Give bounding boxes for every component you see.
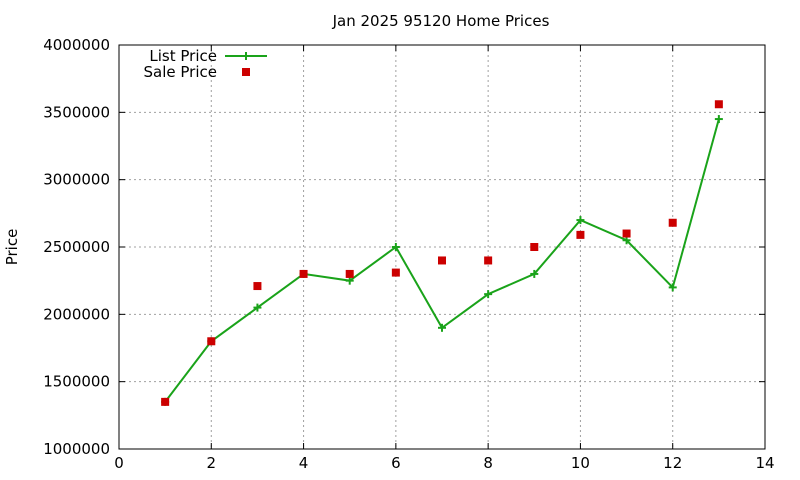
sale-price-point bbox=[668, 218, 677, 227]
y-tick-label: 2500000 bbox=[43, 238, 110, 256]
sale-price-point bbox=[391, 268, 400, 277]
sale-price-point bbox=[714, 100, 723, 109]
list-price-point bbox=[576, 216, 585, 225]
y-tick-label: 2000000 bbox=[43, 305, 110, 323]
list-price-point bbox=[622, 236, 631, 245]
legend-marker bbox=[242, 52, 250, 60]
y-tick-label: 3000000 bbox=[43, 171, 110, 189]
legend-marker bbox=[242, 68, 250, 76]
axis-ticks bbox=[118, 44, 766, 450]
x-tick-label: 8 bbox=[483, 454, 493, 472]
x-tick-label: 12 bbox=[663, 454, 682, 472]
x-tick-label: 4 bbox=[299, 454, 309, 472]
sale-price-point bbox=[530, 243, 539, 251]
list-price-point bbox=[714, 115, 723, 124]
sale-price-point bbox=[207, 337, 216, 346]
y-tick-label: 1500000 bbox=[43, 373, 110, 391]
sale-price-point bbox=[438, 256, 446, 265]
y-tick-label: 3500000 bbox=[43, 103, 110, 121]
legend-label: Sale Price bbox=[144, 63, 217, 81]
x-tick-label: 6 bbox=[391, 454, 401, 472]
list-price-point bbox=[438, 323, 446, 332]
x-axis-tick-labels: 0 2 4 6 8 10 12 14 bbox=[114, 454, 774, 472]
list-price-point bbox=[484, 290, 493, 299]
y-tick-label: 1000000 bbox=[43, 440, 110, 458]
list-price-point bbox=[668, 283, 677, 292]
series-1 bbox=[161, 100, 723, 406]
chart-title: Jan 2025 95120 Home Prices bbox=[332, 12, 550, 30]
x-tick-label: 0 bbox=[114, 454, 124, 472]
sale-price-point bbox=[484, 256, 493, 265]
list-price-point bbox=[530, 269, 539, 278]
y-axis-tick-labels: 1000000 1500000 2000000 2500000 3000000 35000… bbox=[43, 36, 110, 458]
sale-price-point bbox=[622, 229, 631, 238]
list-price-point bbox=[345, 276, 354, 285]
series-layer bbox=[161, 100, 723, 406]
sale-price-point bbox=[253, 282, 262, 291]
x-tick-label: 10 bbox=[571, 454, 590, 472]
x-tick-label: 14 bbox=[755, 454, 774, 472]
grid bbox=[119, 45, 765, 449]
x-tick-label: 2 bbox=[207, 454, 217, 472]
sale-price-point bbox=[299, 269, 308, 278]
list-price-point bbox=[391, 243, 400, 251]
y-tick-label: 4000000 bbox=[43, 36, 110, 54]
sale-price-point bbox=[161, 397, 170, 406]
legend-label: List Price bbox=[149, 47, 217, 65]
list-price-point bbox=[253, 303, 262, 312]
legend-item: Sale Price bbox=[144, 63, 250, 81]
y-axis-label: Price bbox=[3, 229, 21, 266]
sale-price-point bbox=[576, 230, 585, 239]
legend-item: List Price bbox=[149, 47, 267, 65]
sale-price-point bbox=[345, 269, 354, 278]
